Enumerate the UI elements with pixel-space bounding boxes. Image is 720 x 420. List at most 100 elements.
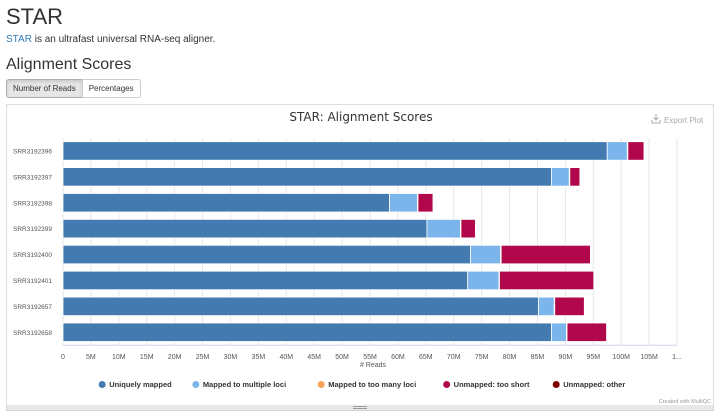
y-tick-label: SRR3192400 bbox=[13, 252, 52, 259]
x-tick-label: 85M bbox=[531, 354, 545, 361]
multiqc-credit: Created with MultiQC bbox=[659, 399, 711, 405]
x-axis-title: # Reads bbox=[360, 362, 387, 369]
bar-segment[interactable] bbox=[62, 219, 428, 239]
x-tick-label: 75M bbox=[475, 354, 489, 361]
bar-segment[interactable] bbox=[500, 244, 591, 265]
bar-segment[interactable] bbox=[426, 219, 461, 239]
star-link[interactable]: STAR bbox=[6, 34, 32, 45]
bar-segment[interactable] bbox=[551, 322, 567, 342]
bar-segment[interactable] bbox=[583, 296, 586, 317]
bar-segment[interactable] bbox=[467, 270, 500, 291]
legend-label: Mapped to too many loci bbox=[328, 380, 416, 389]
legend-swatch bbox=[98, 381, 106, 388]
bar-segment[interactable] bbox=[432, 193, 435, 213]
x-tick-label: 1... bbox=[672, 354, 682, 361]
legend-swatch bbox=[443, 381, 451, 388]
bar-segment[interactable] bbox=[475, 219, 477, 239]
legend-swatch bbox=[552, 381, 560, 388]
legend-item[interactable]: Uniquely mapped bbox=[98, 380, 172, 389]
plot-container: SRR3192396 SRR3192397 SRR3192398 SRR3192399… bbox=[6, 104, 714, 408]
bar-segment[interactable] bbox=[590, 244, 592, 265]
bar-segment[interactable] bbox=[554, 296, 585, 317]
bar-chart: SRR3192396 SRR3192397 SRR3192398 SRR3192399… bbox=[13, 110, 711, 405]
legend-label: Mapped to multiple loci bbox=[203, 380, 286, 389]
bar-segment[interactable] bbox=[460, 219, 476, 239]
x-tick-label: 80M bbox=[503, 354, 517, 361]
legend-item[interactable]: Unmapped: other bbox=[552, 380, 626, 389]
export-icon bbox=[651, 114, 661, 124]
export-plot-button[interactable]: Export Plot bbox=[651, 114, 704, 125]
x-tick-label: 25M bbox=[196, 354, 210, 361]
bar-segment[interactable] bbox=[389, 193, 418, 213]
y-tick-label: SRR3192658 bbox=[13, 330, 52, 337]
legend-swatch bbox=[317, 381, 325, 388]
x-tick-label: 40M bbox=[279, 354, 293, 361]
bar-segment[interactable] bbox=[606, 141, 628, 161]
export-plot-label: Export Plot bbox=[664, 116, 704, 125]
x-tick-label: 30M bbox=[224, 354, 238, 361]
legend-label: Unmapped: other bbox=[563, 380, 625, 389]
bar-segment[interactable] bbox=[62, 270, 469, 291]
bar-segment[interactable] bbox=[417, 193, 434, 213]
module-description-text: is an ultrafast universal RNA-seq aligne… bbox=[31, 34, 216, 45]
chart-title: STAR: Alignment Scores bbox=[289, 110, 432, 124]
bar-segment[interactable] bbox=[499, 270, 595, 291]
x-tick-label: 60M bbox=[391, 354, 405, 361]
x-tick-label: 95M bbox=[586, 354, 600, 361]
bar-segment[interactable] bbox=[470, 244, 502, 265]
bar-segment[interactable] bbox=[62, 141, 608, 161]
bar-segment[interactable] bbox=[538, 296, 555, 317]
number-of-reads-button[interactable]: Number of Reads bbox=[6, 79, 83, 98]
x-tick-label: 15M bbox=[140, 354, 154, 361]
x-tick-label: 70M bbox=[447, 354, 461, 361]
bar-segment[interactable] bbox=[569, 167, 581, 187]
y-tick-label: SRR3192396 bbox=[13, 148, 52, 155]
bar-segment[interactable] bbox=[62, 296, 539, 317]
legend-item[interactable]: Mapped to too many loci bbox=[317, 380, 416, 389]
bar-segment[interactable] bbox=[579, 167, 581, 187]
legend-label: Unmapped: too short bbox=[454, 380, 530, 389]
bar-segment[interactable] bbox=[566, 322, 608, 342]
plot-resize-handle[interactable] bbox=[6, 405, 714, 411]
y-tick-label: SRR3192398 bbox=[13, 200, 52, 207]
y-tick-label: SRR3192657 bbox=[13, 304, 52, 311]
bar-segment[interactable] bbox=[62, 193, 390, 213]
y-tick-label: SRR3192397 bbox=[13, 174, 52, 181]
x-tick-label: 35M bbox=[252, 354, 266, 361]
bar-segment[interactable] bbox=[62, 244, 471, 265]
legend-item[interactable]: Mapped to multiple loci bbox=[192, 380, 286, 389]
x-tick-label: 100M bbox=[612, 354, 630, 361]
legend-swatch bbox=[192, 381, 200, 388]
resize-grip-icon bbox=[353, 406, 367, 409]
x-tick-label: 55M bbox=[363, 354, 377, 361]
bar-segment[interactable] bbox=[643, 141, 646, 161]
x-axis-labels: 0 5M 10M 15M 20M 25M 30M 35M 40M 45M 50M 55M 60M 65M 7… bbox=[61, 354, 682, 361]
y-tick-label: SRR3192399 bbox=[13, 226, 52, 233]
y-tick-label: SRR3192401 bbox=[13, 278, 52, 285]
bar-segment[interactable] bbox=[62, 322, 552, 342]
bar-segment[interactable] bbox=[551, 167, 570, 187]
x-tick-label: 50M bbox=[335, 354, 349, 361]
x-tick-label: 105M bbox=[640, 354, 658, 361]
percentages-button[interactable]: Percentages bbox=[81, 79, 141, 98]
module-title: STAR bbox=[6, 4, 64, 29]
x-tick-label: 20M bbox=[168, 354, 182, 361]
bar-segment[interactable] bbox=[62, 167, 552, 187]
x-tick-label: 90M bbox=[559, 354, 573, 361]
x-tick-label: 45M bbox=[307, 354, 321, 361]
bar-segment[interactable] bbox=[627, 141, 645, 161]
bar-segment[interactable] bbox=[606, 322, 608, 342]
x-tick-label: 0 bbox=[61, 354, 65, 361]
x-tick-label: 65M bbox=[419, 354, 433, 361]
y-axis-labels: SRR3192396 SRR3192397 SRR3192398 SRR3192399… bbox=[13, 148, 52, 336]
x-tick-label: 10M bbox=[112, 354, 126, 361]
legend-item[interactable]: Unmapped: too short bbox=[443, 380, 530, 389]
bar-segment[interactable] bbox=[593, 270, 595, 291]
section-title: Alignment Scores bbox=[6, 56, 132, 73]
plot-toggle-group: Number of Reads Percentages bbox=[6, 79, 141, 98]
legend-label: Uniquely mapped bbox=[109, 380, 172, 389]
x-tick-label: 5M bbox=[86, 354, 96, 361]
module-description: STAR is an ultrafast universal RNA-seq a… bbox=[6, 34, 215, 45]
chart-legend: Uniquely mapped Mapped to multiple loci Ma… bbox=[98, 380, 626, 389]
